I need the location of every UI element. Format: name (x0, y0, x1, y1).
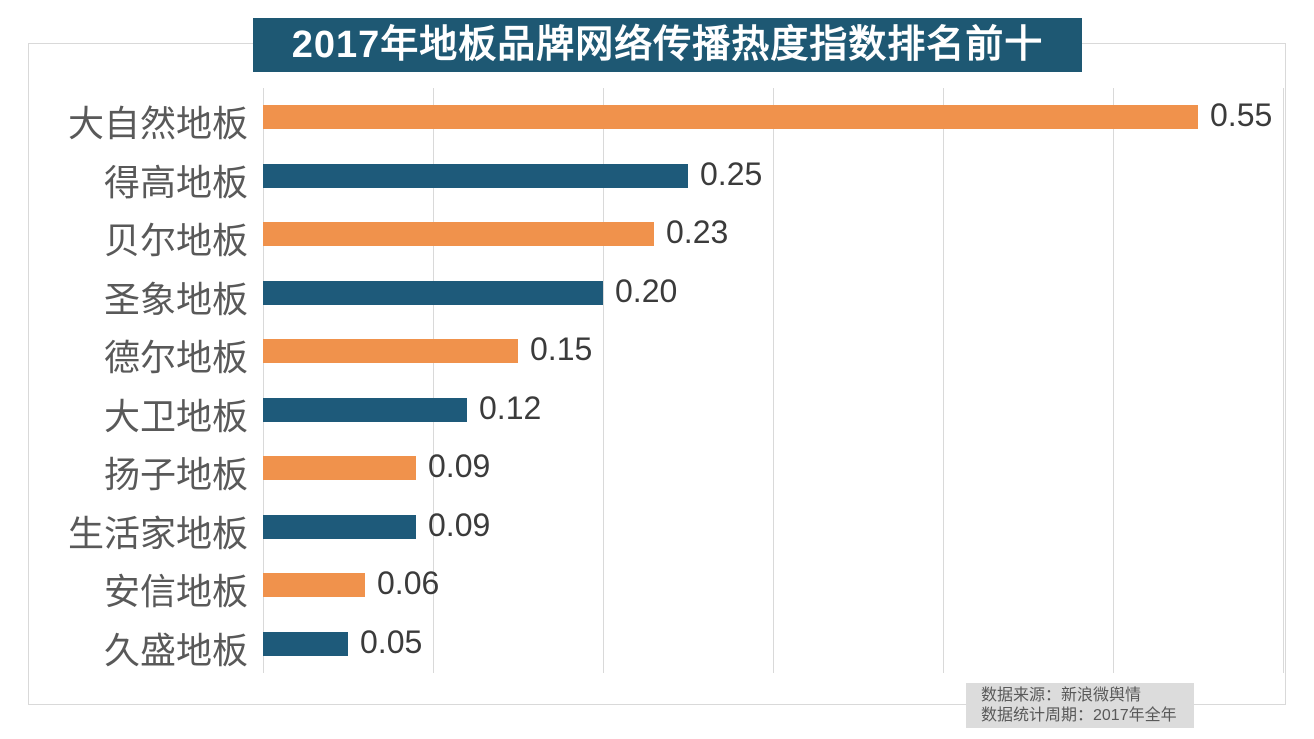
bar (263, 164, 688, 188)
bar (263, 456, 416, 480)
value-label: 0.12 (479, 390, 542, 426)
bar (263, 222, 654, 246)
category-label: 圣象地板 (103, 279, 248, 320)
category-label: 安信地板 (103, 571, 248, 612)
value-label: 0.55 (1210, 97, 1273, 133)
gridline (263, 88, 264, 673)
gridline (1283, 88, 1284, 673)
bar (263, 515, 416, 539)
category-label: 大自然地板 (67, 103, 248, 144)
value-label: 0.05 (360, 624, 423, 660)
value-label: 0.23 (666, 214, 729, 250)
bar (263, 105, 1198, 129)
value-label: 0.15 (530, 331, 593, 367)
source-line-1: 数据来源：新浪微舆情 (981, 687, 1142, 704)
bar (263, 632, 348, 656)
category-label: 得高地板 (103, 162, 248, 203)
category-label: 大卫地板 (103, 396, 248, 437)
bar (263, 339, 518, 363)
gridline (773, 88, 774, 673)
gridline (943, 88, 944, 673)
category-label: 德尔地板 (103, 337, 248, 378)
value-label: 0.25 (700, 156, 763, 192)
source-box: 数据来源：新浪微舆情 数据统计周期：2017年全年 (966, 683, 1194, 728)
category-label: 生活家地板 (67, 513, 248, 554)
bar (263, 573, 365, 597)
category-label: 扬子地板 (103, 454, 248, 495)
value-label: 0.06 (377, 565, 440, 601)
bar (263, 281, 603, 305)
chart-title: 2017年地板品牌网络传播热度指数排名前十 (253, 18, 1082, 72)
chart-frame (28, 43, 1286, 705)
bar (263, 398, 467, 422)
value-label: 0.09 (428, 507, 491, 543)
value-label: 0.09 (428, 448, 491, 484)
plot-area (263, 88, 1284, 673)
gridline (433, 88, 434, 673)
value-label: 0.20 (615, 273, 678, 309)
source-line-2: 数据统计周期：2017年全年 (981, 707, 1177, 724)
gridline (1113, 88, 1114, 673)
category-label: 久盛地板 (103, 630, 248, 671)
gridline (603, 88, 604, 673)
category-label: 贝尔地板 (103, 220, 248, 261)
